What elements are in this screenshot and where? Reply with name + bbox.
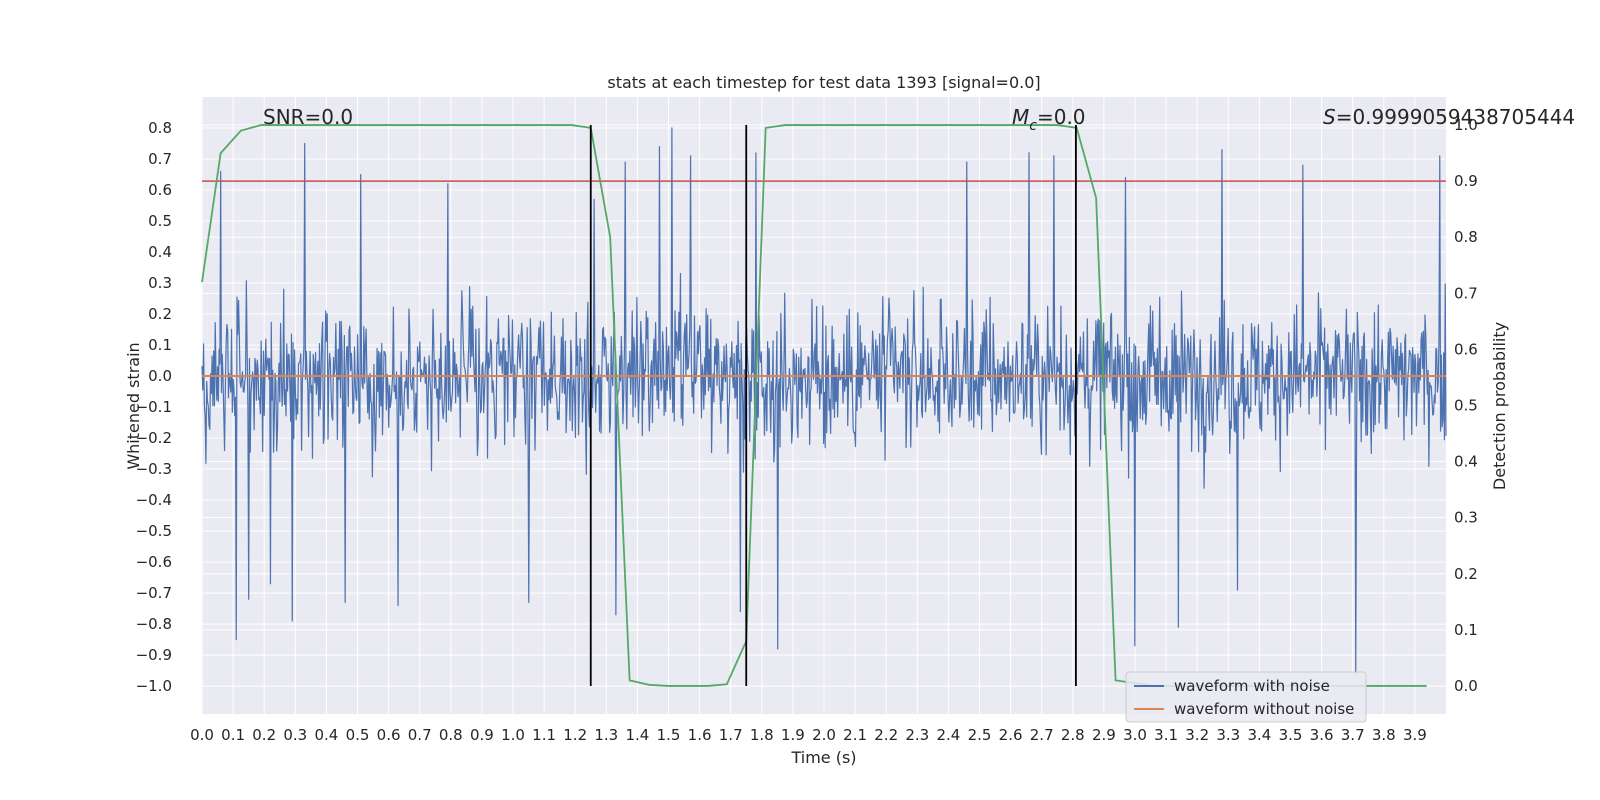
y2-tick-label: 0.3 (1454, 509, 1478, 527)
y-tick-label: −0.7 (136, 584, 172, 602)
legend: waveform with noise waveform without noi… (1125, 671, 1367, 723)
y-tick-label: −0.4 (136, 491, 172, 509)
x-tick-label: 0.5 (346, 726, 370, 744)
x-tick-label: 1.9 (781, 726, 805, 744)
y-axis-ticks: 0.8 0.7 0.6 0.5 0.4 0.3 0.2 0.1 0.0 −0.1 −0.2 −0.3 −… (136, 119, 172, 695)
y-tick-label: −0.8 (136, 615, 172, 633)
y2-tick-label: 0.6 (1454, 340, 1478, 358)
chirp-mass-annotation: Mc=0.0 (1012, 105, 1086, 134)
x-axis-ticks: 0.0 0.1 0.2 0.3 0.4 0.5 0.6 0.7 0.8 0.9 1.0 1.1 1.2 1… (190, 726, 1427, 744)
x-tick-label: 2.9 (1092, 726, 1116, 744)
x-tick-label: 3.0 (1123, 726, 1147, 744)
snr-annotation: SNR=0.0 (263, 105, 353, 129)
y2-tick-label: 0.8 (1454, 228, 1478, 246)
legend-box (1125, 671, 1367, 723)
y-tick-label: −0.1 (136, 398, 172, 416)
x-tick-label: 2.3 (905, 726, 929, 744)
y2-tick-label: 0.0 (1454, 677, 1478, 695)
x-tick-label: 0.2 (252, 726, 276, 744)
waveform-with-noise-series (201, 127, 1447, 675)
x-tick-label: 2.5 (968, 726, 992, 744)
x-tick-label: 1.7 (719, 726, 743, 744)
y-tick-label: 0.3 (148, 274, 172, 292)
x-axis-label: Time (s) (790, 748, 856, 767)
y2-tick-label: 0.2 (1454, 565, 1478, 583)
y2-tick-label: 1.0 (1454, 116, 1478, 134)
y-tick-label: 0.4 (148, 243, 172, 261)
waveform-with-noise-line (201, 127, 1447, 675)
x-tick-label: 0.7 (408, 726, 432, 744)
x-tick-label: 3.9 (1403, 726, 1427, 744)
x-tick-label: 0.0 (190, 726, 214, 744)
y-tick-label: 0.1 (148, 336, 172, 354)
x-tick-label: 0.9 (470, 726, 494, 744)
x-tick-label: 1.2 (563, 726, 587, 744)
x-tick-label: 3.5 (1279, 726, 1303, 744)
y2-tick-label: 0.1 (1454, 621, 1478, 639)
x-tick-label: 1.4 (625, 726, 649, 744)
y2-tick-label: 0.4 (1454, 453, 1478, 471)
y-tick-label: −0.6 (136, 553, 172, 571)
y-tick-label: −1.0 (136, 677, 172, 695)
x-tick-label: 1.6 (688, 726, 712, 744)
y-tick-label: 0.2 (148, 305, 172, 323)
y2-tick-label: 0.7 (1454, 284, 1478, 302)
legend-label-clean: waveform without noise (1174, 700, 1354, 718)
x-tick-label: 3.2 (1185, 726, 1209, 744)
x-tick-label: 0.4 (314, 726, 338, 744)
y2-tick-label: 0.9 (1454, 172, 1478, 190)
x-tick-label: 2.6 (999, 726, 1023, 744)
score-annotation: S=0.9999059438705444 (1323, 105, 1575, 129)
y2-axis-label: Detection probability (1490, 322, 1509, 490)
y-tick-label: −0.2 (136, 429, 172, 447)
chart-title: stats at each timestep for test data 139… (607, 73, 1040, 92)
x-tick-label: 3.8 (1372, 726, 1396, 744)
y2-axis-ticks: 1.0 0.9 0.8 0.7 0.6 0.5 0.4 0.3 0.2 0.1 0.0 (1454, 116, 1478, 695)
x-tick-label: 0.1 (221, 726, 245, 744)
x-tick-label: 0.6 (377, 726, 401, 744)
x-tick-label: 2.8 (1061, 726, 1085, 744)
x-tick-label: 1.5 (657, 726, 681, 744)
y-axis-label: Whitened strain (124, 342, 143, 469)
y-tick-label: −0.3 (136, 460, 172, 478)
x-tick-label: 1.0 (501, 726, 525, 744)
x-tick-label: 3.3 (1216, 726, 1240, 744)
y-tick-label: 0.8 (148, 119, 172, 137)
x-tick-label: 3.1 (1154, 726, 1178, 744)
x-tick-label: 1.8 (750, 726, 774, 744)
x-tick-label: 1.3 (594, 726, 618, 744)
x-tick-label: 3.4 (1247, 726, 1271, 744)
x-tick-label: 2.4 (936, 726, 960, 744)
legend-label-noise: waveform with noise (1174, 677, 1330, 695)
x-tick-label: 2.1 (843, 726, 867, 744)
x-tick-label: 1.1 (532, 726, 556, 744)
x-tick-label: 3.6 (1310, 726, 1334, 744)
x-tick-label: 2.0 (812, 726, 836, 744)
y-tick-label: 0.7 (148, 150, 172, 168)
y-tick-label: 0.6 (148, 181, 172, 199)
y2-tick-label: 0.5 (1454, 397, 1478, 415)
x-tick-label: 2.7 (1030, 726, 1054, 744)
y-tick-label: 0.5 (148, 212, 172, 230)
x-tick-label: 0.3 (283, 726, 307, 744)
y-tick-label: −0.9 (136, 646, 172, 664)
x-tick-label: 3.7 (1341, 726, 1365, 744)
x-tick-label: 0.8 (439, 726, 463, 744)
x-tick-label: 2.2 (874, 726, 898, 744)
y-tick-label: −0.5 (136, 522, 172, 540)
y-tick-label: 0.0 (148, 367, 172, 385)
